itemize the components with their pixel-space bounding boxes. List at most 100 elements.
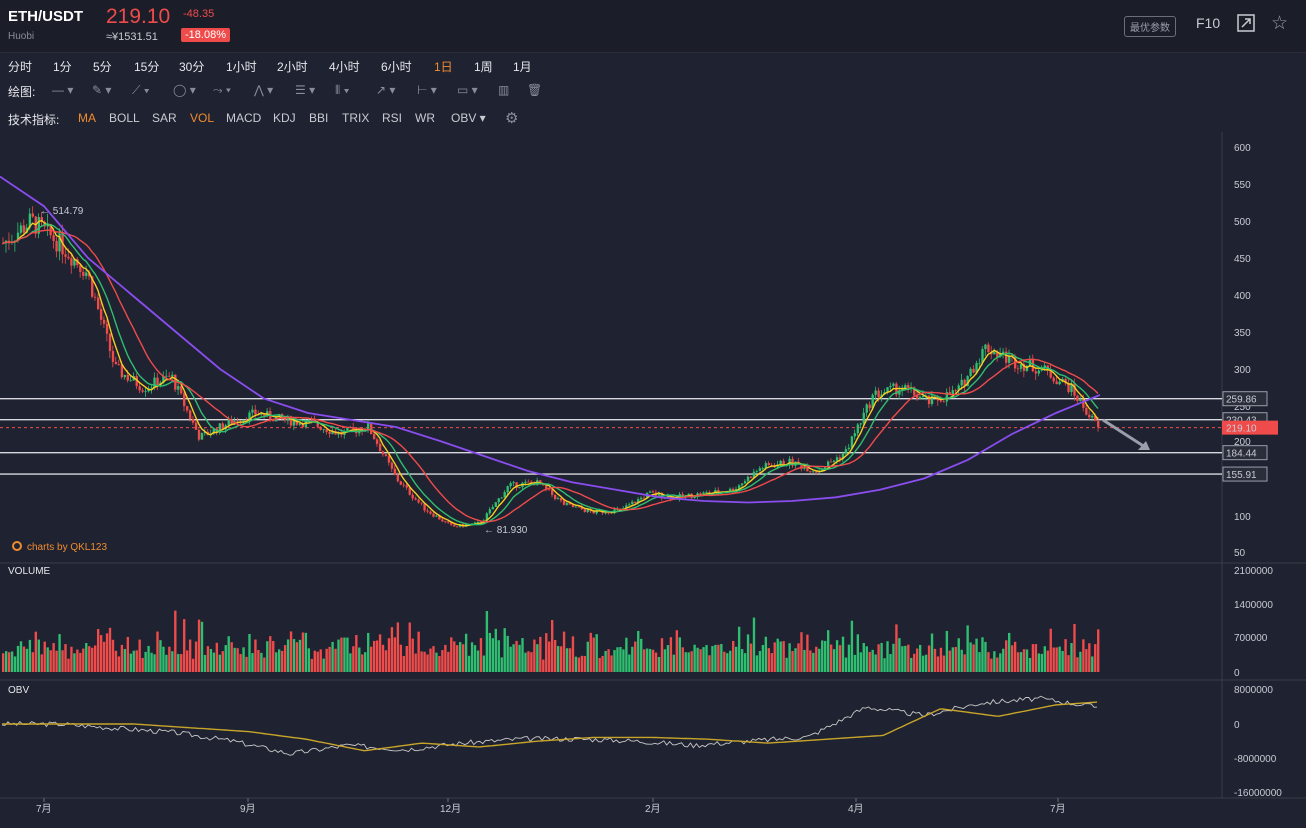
volume-bar bbox=[399, 644, 403, 672]
volume-bar bbox=[1019, 652, 1023, 672]
timeframe-2[interactable]: 5分 bbox=[93, 60, 112, 74]
price-tick-label: 550 bbox=[1234, 180, 1251, 191]
indicator-obv[interactable]: OBV ▾ bbox=[451, 111, 486, 125]
timeframe-5[interactable]: 1小时 bbox=[226, 60, 257, 74]
fullscreen-icon[interactable] bbox=[1237, 14, 1255, 32]
timeframe-6[interactable]: 2小时 bbox=[277, 60, 308, 74]
volume-bar bbox=[206, 646, 210, 672]
indicator-sar[interactable]: SAR bbox=[152, 111, 177, 125]
volume-bar bbox=[1031, 644, 1035, 672]
volume-bar bbox=[212, 652, 216, 672]
timeframe-1[interactable]: 1分 bbox=[53, 60, 72, 74]
candle-body bbox=[806, 466, 809, 472]
timeframe-9[interactable]: 1日 bbox=[434, 60, 453, 74]
candle-body bbox=[402, 484, 405, 486]
volume-bar bbox=[838, 645, 842, 672]
candle-body bbox=[1067, 383, 1070, 393]
candle-body bbox=[1022, 364, 1026, 371]
candle-body bbox=[583, 509, 587, 512]
volume-bar bbox=[901, 646, 904, 672]
candle-body bbox=[85, 272, 88, 277]
candle-body bbox=[984, 344, 987, 350]
candle-body bbox=[473, 522, 477, 524]
volume-bar bbox=[648, 648, 652, 672]
circle-tool-icon[interactable]: ◯ ▾ bbox=[173, 83, 196, 97]
volume-bar bbox=[954, 647, 957, 672]
candle-body bbox=[191, 419, 195, 423]
candle-body bbox=[120, 364, 124, 378]
timeframe-10[interactable]: 1周 bbox=[474, 60, 493, 74]
note-tool-icon[interactable]: ▭ ▾ bbox=[457, 83, 478, 97]
volume-bar bbox=[562, 631, 566, 672]
pattern-tool-icon[interactable]: ⋀ ▾ bbox=[254, 83, 274, 97]
chart-area[interactable]: 60055050045040035030025020010050259.8623… bbox=[0, 132, 1306, 828]
indicator-ma[interactable]: MA bbox=[78, 111, 96, 125]
candle-body bbox=[325, 429, 328, 433]
fibonacci-tool-icon[interactable]: ☰ ▾ bbox=[295, 83, 316, 97]
candle-body bbox=[346, 427, 349, 431]
candle-body bbox=[111, 351, 115, 362]
volume-bar bbox=[2, 653, 5, 672]
candle-body bbox=[916, 395, 919, 399]
timeframe-8[interactable]: 6小时 bbox=[381, 60, 412, 74]
volume-bar bbox=[862, 642, 865, 672]
volume-bar bbox=[589, 632, 592, 672]
candle-body bbox=[1088, 414, 1091, 418]
volume-bar bbox=[687, 652, 690, 672]
f10-button[interactable]: F10 bbox=[1196, 15, 1221, 31]
volume-bar bbox=[714, 644, 717, 672]
indicator-vol[interactable]: VOL bbox=[190, 111, 215, 125]
volume-bar bbox=[871, 649, 874, 672]
indicator-rsi[interactable]: RSI bbox=[382, 111, 403, 125]
arrow-tool-icon[interactable]: ↗ ▾ bbox=[376, 83, 396, 97]
volume-bar bbox=[37, 639, 40, 672]
candle-body bbox=[776, 464, 779, 468]
volume-bar bbox=[260, 652, 263, 672]
volume-bar bbox=[800, 632, 803, 672]
candle-body bbox=[904, 385, 907, 389]
timeframe-11[interactable]: 1月 bbox=[513, 60, 532, 74]
indicator-trix[interactable]: TRIX bbox=[342, 111, 370, 125]
volume-bar bbox=[286, 639, 290, 672]
line-tool-icon[interactable]: — ▾ bbox=[52, 83, 74, 97]
wave-tool-icon[interactable]: ⤳ ▾ bbox=[213, 83, 231, 97]
indicator-kdj[interactable]: KDJ bbox=[273, 111, 296, 125]
volume-bar bbox=[527, 651, 530, 672]
volume-bar bbox=[755, 655, 759, 672]
timeframe-0[interactable]: 分时 bbox=[8, 60, 33, 74]
volume-bar bbox=[331, 641, 334, 672]
volume-bar bbox=[55, 650, 58, 672]
optimal-params-button[interactable]: 最优参数 bbox=[1124, 16, 1176, 37]
candle-body bbox=[230, 419, 233, 425]
bar-chart-tool-icon[interactable]: ▥ bbox=[498, 83, 510, 97]
timeframe-4[interactable]: 30分 bbox=[179, 60, 205, 74]
indicator-wr[interactable]: WR bbox=[415, 111, 435, 125]
timeframe-3[interactable]: 15分 bbox=[134, 60, 160, 74]
timeframe-7[interactable]: 4小时 bbox=[329, 60, 360, 74]
high-annotation: ← 514.79 bbox=[40, 206, 84, 217]
candle-body bbox=[729, 488, 732, 492]
ray-tool-icon[interactable]: ⟋ ▾ bbox=[132, 83, 150, 97]
volume-bar bbox=[138, 639, 141, 672]
volume-bar bbox=[236, 648, 239, 672]
volume-bar bbox=[996, 657, 999, 672]
volume-bar bbox=[809, 650, 812, 672]
volume-bar bbox=[1088, 643, 1091, 672]
volume-bar bbox=[40, 654, 43, 672]
candle-body bbox=[426, 510, 429, 512]
pen-tool-icon[interactable]: ✎ ▾ bbox=[92, 83, 112, 97]
volume-bar bbox=[156, 631, 159, 672]
volume-bar bbox=[49, 650, 52, 672]
indicator-macd[interactable]: MACD bbox=[226, 111, 262, 125]
measure-tool-icon[interactable]: ⊢ ▾ bbox=[417, 83, 437, 97]
volume-bar bbox=[904, 645, 907, 672]
candle-body bbox=[453, 524, 456, 527]
indicator-settings-gear-icon[interactable]: ⚙ bbox=[505, 110, 519, 127]
indicator-bbi[interactable]: BBI bbox=[309, 111, 329, 125]
favorite-star-icon[interactable]: ☆ bbox=[1271, 13, 1289, 34]
candle-body bbox=[978, 362, 981, 364]
gann-tool-icon[interactable]: ⦀ ▾ bbox=[335, 83, 350, 97]
obv-ma-line bbox=[2, 701, 1098, 752]
trash-icon[interactable]: 🗑 bbox=[527, 83, 543, 97]
indicator-boll[interactable]: BOLL bbox=[109, 111, 140, 125]
